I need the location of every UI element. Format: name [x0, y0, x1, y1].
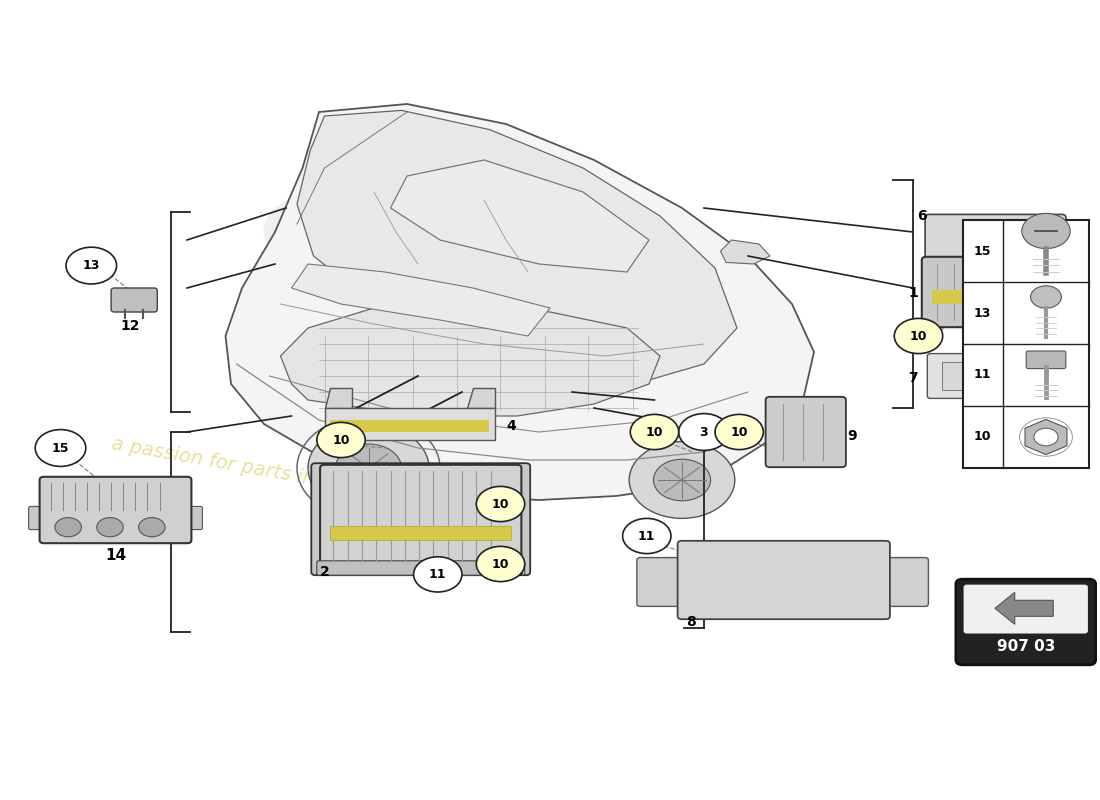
FancyBboxPatch shape [922, 257, 1069, 327]
Circle shape [139, 518, 165, 537]
Circle shape [414, 557, 462, 592]
Text: 11: 11 [429, 568, 447, 581]
Circle shape [66, 247, 117, 284]
FancyBboxPatch shape [324, 408, 495, 440]
Circle shape [1032, 350, 1080, 386]
Text: 10: 10 [492, 498, 509, 510]
FancyBboxPatch shape [880, 558, 928, 606]
FancyBboxPatch shape [962, 220, 1089, 468]
FancyBboxPatch shape [330, 420, 490, 432]
Text: 10: 10 [492, 558, 509, 570]
FancyBboxPatch shape [311, 463, 530, 575]
Polygon shape [226, 104, 814, 500]
Text: 7: 7 [909, 371, 917, 386]
Text: 10: 10 [332, 434, 350, 446]
FancyBboxPatch shape [956, 579, 1096, 665]
Circle shape [629, 442, 735, 518]
FancyBboxPatch shape [29, 506, 47, 530]
FancyBboxPatch shape [942, 362, 1030, 390]
Text: euro: euro [242, 166, 546, 383]
FancyBboxPatch shape [40, 477, 191, 543]
Text: 1: 1 [909, 286, 917, 300]
Polygon shape [324, 388, 352, 408]
FancyBboxPatch shape [964, 585, 1088, 634]
Circle shape [1034, 428, 1058, 446]
Text: 10: 10 [646, 426, 663, 438]
Circle shape [55, 518, 81, 537]
FancyBboxPatch shape [927, 354, 1044, 398]
FancyBboxPatch shape [330, 526, 512, 540]
FancyBboxPatch shape [1026, 351, 1066, 369]
Text: 13: 13 [975, 306, 991, 319]
Polygon shape [390, 160, 649, 272]
Text: 10: 10 [730, 426, 748, 438]
Text: 9: 9 [848, 429, 857, 443]
Circle shape [1031, 286, 1062, 308]
Text: 13: 13 [82, 259, 100, 272]
Polygon shape [1025, 419, 1067, 454]
Text: 8: 8 [686, 615, 695, 630]
Circle shape [308, 424, 429, 512]
Text: 3: 3 [700, 426, 708, 438]
Text: 6: 6 [917, 209, 926, 223]
Text: 11: 11 [638, 530, 656, 542]
Text: 10: 10 [974, 430, 991, 443]
Circle shape [97, 518, 123, 537]
Text: 14: 14 [104, 549, 126, 563]
FancyBboxPatch shape [925, 214, 1066, 259]
Polygon shape [280, 300, 660, 416]
Polygon shape [720, 240, 770, 264]
Circle shape [894, 318, 943, 354]
FancyBboxPatch shape [932, 290, 1059, 304]
Text: 4: 4 [507, 418, 516, 433]
Circle shape [336, 444, 402, 492]
Polygon shape [297, 110, 737, 380]
Polygon shape [994, 592, 1054, 624]
Circle shape [1022, 214, 1070, 249]
Circle shape [476, 546, 525, 582]
FancyBboxPatch shape [766, 397, 846, 467]
Circle shape [476, 486, 525, 522]
Text: 10: 10 [1047, 362, 1065, 374]
Text: 15: 15 [974, 245, 991, 258]
FancyBboxPatch shape [111, 288, 157, 312]
Circle shape [623, 518, 671, 554]
FancyBboxPatch shape [678, 541, 890, 619]
Circle shape [653, 459, 711, 501]
Circle shape [630, 414, 679, 450]
Text: 15: 15 [52, 442, 69, 454]
Circle shape [35, 430, 86, 466]
Text: 907 03: 907 03 [997, 639, 1055, 654]
FancyBboxPatch shape [320, 465, 521, 567]
Text: 5: 5 [515, 565, 524, 579]
Text: 12: 12 [120, 318, 140, 333]
Text: 2: 2 [320, 565, 329, 579]
Text: a passion for parts inc. 10%: a passion for parts inc. 10% [110, 434, 382, 500]
Circle shape [679, 414, 729, 450]
Polygon shape [292, 264, 550, 336]
Polygon shape [468, 388, 495, 408]
FancyBboxPatch shape [637, 558, 688, 606]
Circle shape [715, 414, 763, 450]
Text: 11: 11 [974, 369, 991, 382]
Text: 10: 10 [910, 330, 927, 342]
Circle shape [317, 422, 365, 458]
FancyBboxPatch shape [184, 506, 202, 530]
FancyBboxPatch shape [317, 561, 525, 575]
